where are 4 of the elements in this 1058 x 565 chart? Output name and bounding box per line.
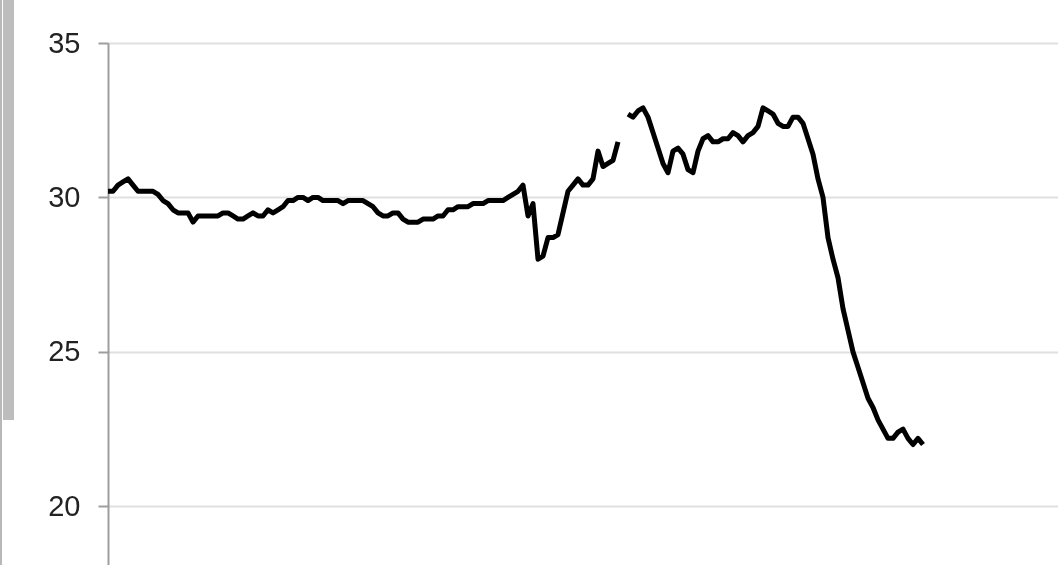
y-tick-label: 35 bbox=[48, 26, 81, 59]
y-tick-label: 30 bbox=[48, 180, 81, 213]
y-tick-label: 25 bbox=[48, 335, 81, 368]
y-tick-label: 20 bbox=[48, 489, 81, 522]
